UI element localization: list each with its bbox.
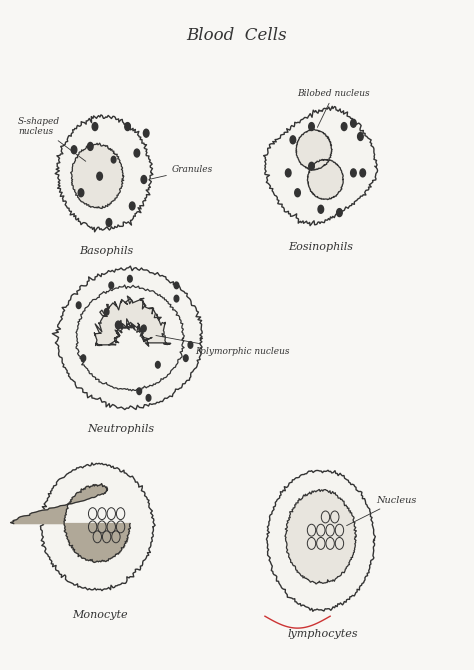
- Circle shape: [88, 143, 93, 150]
- Circle shape: [71, 146, 77, 153]
- Text: Eosinophils: Eosinophils: [288, 243, 353, 253]
- Circle shape: [141, 176, 146, 184]
- Polygon shape: [52, 266, 202, 409]
- Text: Monocyte: Monocyte: [72, 610, 128, 620]
- Circle shape: [137, 388, 142, 395]
- Polygon shape: [264, 107, 378, 226]
- Circle shape: [309, 123, 314, 131]
- Polygon shape: [94, 296, 171, 346]
- Text: Blood  Cells: Blood Cells: [187, 27, 287, 44]
- Circle shape: [92, 123, 98, 131]
- Circle shape: [111, 156, 116, 163]
- Circle shape: [104, 308, 109, 315]
- Polygon shape: [71, 143, 124, 208]
- Circle shape: [285, 169, 291, 177]
- Text: Basophils: Basophils: [80, 246, 134, 256]
- Circle shape: [76, 302, 81, 308]
- Circle shape: [188, 342, 193, 348]
- Polygon shape: [266, 470, 375, 611]
- Circle shape: [351, 169, 356, 177]
- Text: Bilobed nucleus: Bilobed nucleus: [298, 89, 370, 127]
- Circle shape: [290, 136, 296, 144]
- Circle shape: [146, 395, 151, 401]
- Circle shape: [116, 321, 121, 329]
- Polygon shape: [55, 115, 153, 232]
- Circle shape: [125, 123, 130, 131]
- Circle shape: [337, 208, 342, 216]
- Circle shape: [109, 282, 114, 289]
- Circle shape: [129, 202, 135, 210]
- Circle shape: [78, 189, 84, 197]
- Circle shape: [155, 362, 160, 368]
- Circle shape: [183, 355, 188, 362]
- Polygon shape: [285, 490, 356, 584]
- Polygon shape: [296, 129, 332, 170]
- Circle shape: [295, 189, 301, 197]
- Circle shape: [318, 205, 324, 213]
- Circle shape: [174, 295, 179, 302]
- Circle shape: [309, 162, 314, 170]
- Text: Polymorphic nucleus: Polymorphic nucleus: [156, 336, 290, 356]
- Circle shape: [81, 355, 86, 362]
- Text: lymphocytes: lymphocytes: [288, 629, 358, 639]
- Circle shape: [174, 282, 179, 289]
- Text: Neutrophils: Neutrophils: [87, 424, 154, 434]
- Polygon shape: [10, 484, 130, 562]
- Circle shape: [134, 149, 140, 157]
- Circle shape: [360, 169, 365, 177]
- Text: Nucleus: Nucleus: [346, 496, 417, 526]
- Circle shape: [106, 218, 112, 226]
- Polygon shape: [307, 159, 343, 200]
- Circle shape: [142, 325, 146, 332]
- Circle shape: [144, 129, 149, 137]
- Text: S-shaped
nucleus: S-shaped nucleus: [18, 117, 86, 161]
- Circle shape: [128, 275, 132, 282]
- Text: Granules: Granules: [151, 165, 213, 179]
- Polygon shape: [40, 463, 155, 591]
- Circle shape: [341, 123, 347, 131]
- Circle shape: [351, 119, 356, 127]
- Circle shape: [97, 172, 102, 180]
- Circle shape: [357, 133, 363, 141]
